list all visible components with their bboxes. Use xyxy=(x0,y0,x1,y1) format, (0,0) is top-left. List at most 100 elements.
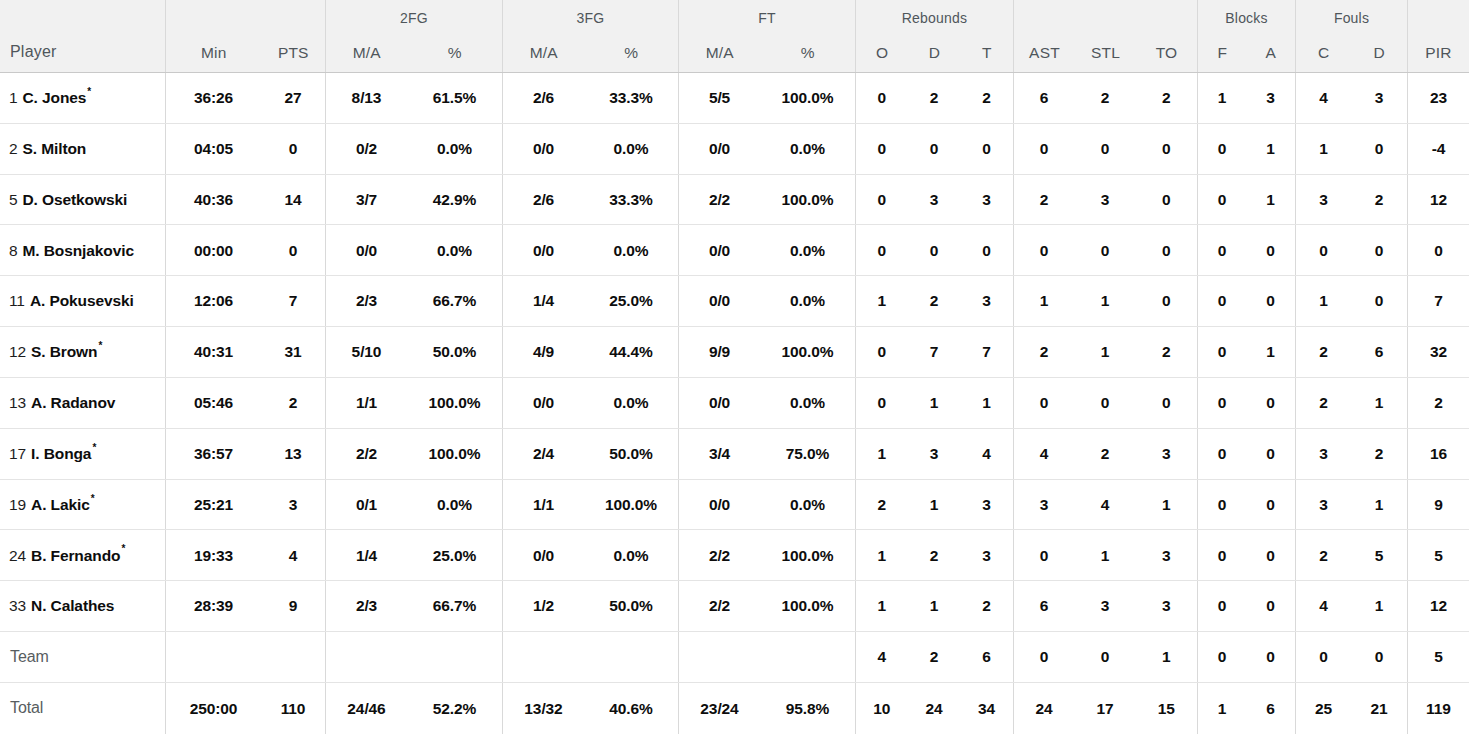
to-cell: 3 xyxy=(1136,429,1197,479)
fg3-pct-cell: 33.3% xyxy=(584,73,678,123)
foul-c-cell: 1 xyxy=(1295,124,1351,174)
pts-cell: 4 xyxy=(245,530,325,580)
foul-d-cell: 3 xyxy=(1351,73,1407,123)
player-name: Team xyxy=(10,649,49,665)
ast-cell: 3 xyxy=(1013,480,1074,530)
fg2-pct-cell xyxy=(407,632,502,682)
reb-t-cell: 0 xyxy=(960,225,1013,275)
table-row: 13A. Radanov 05:46 2 1/1 100.0% 0/0 0.0%… xyxy=(0,378,1469,429)
foul-d-cell: 1 xyxy=(1351,378,1407,428)
table-row: 2S. Milton 04:05 0 0/2 0.0% 0/0 0.0% 0/0… xyxy=(0,124,1469,175)
header-group-min-pts: Min PTS xyxy=(165,0,325,72)
player-number: 8 xyxy=(9,243,18,259)
foul-d-cell: 0 xyxy=(1351,632,1407,682)
column-header-to: TO xyxy=(1136,45,1197,61)
blk-f-cell: 0 xyxy=(1197,632,1246,682)
pts-cell: 0 xyxy=(245,124,325,174)
min-cell: 04:05 xyxy=(165,124,245,174)
table-row: Team 4 2 6 0 0 1 0 0 0 0 5 xyxy=(0,632,1469,683)
pir-cell: 0 xyxy=(1407,225,1469,275)
foul-d-cell: 21 xyxy=(1351,683,1407,734)
foul-c-cell: 3 xyxy=(1295,480,1351,530)
stl-cell: 0 xyxy=(1074,225,1135,275)
blk-a-cell: 0 xyxy=(1246,632,1295,682)
reb-d-cell: 3 xyxy=(908,175,961,225)
blk-a-cell: 1 xyxy=(1246,175,1295,225)
fg3-pct-cell xyxy=(584,632,678,682)
fg3-ma-cell: 0/0 xyxy=(502,225,584,275)
fg3-ma-cell: 0/0 xyxy=(502,124,584,174)
subheader-row: M/A % xyxy=(326,28,502,72)
table-header: Player Min PTS 2FG M/A % 3FG M/A % FT xyxy=(0,0,1469,73)
column-header-reb-t: T xyxy=(961,45,1013,61)
group-label-blocks: Blocks xyxy=(1198,0,1295,28)
pir-cell: 2 xyxy=(1407,378,1469,428)
player-number: 17 xyxy=(9,446,26,462)
to-cell: 0 xyxy=(1136,175,1197,225)
foul-d-cell: 1 xyxy=(1351,480,1407,530)
min-cell: 36:57 xyxy=(165,429,245,479)
fg2-ma-cell: 0/1 xyxy=(325,480,407,530)
subheader-row: Min PTS xyxy=(166,28,325,72)
foul-c-cell: 0 xyxy=(1295,632,1351,682)
fg3-pct-cell: 100.0% xyxy=(584,480,678,530)
fg2-pct-cell: 66.7% xyxy=(407,276,502,326)
column-header-pir: PIR xyxy=(1408,45,1469,61)
pir-cell: 7 xyxy=(1407,276,1469,326)
stl-cell: 2 xyxy=(1074,73,1135,123)
min-cell: 00:00 xyxy=(165,225,245,275)
pts-cell: 9 xyxy=(245,581,325,631)
fg2-ma-cell: 1/4 xyxy=(325,530,407,580)
player-cell: 13A. Radanov xyxy=(0,378,165,428)
stl-cell: 3 xyxy=(1074,581,1135,631)
player-cell: 2S. Milton xyxy=(0,124,165,174)
blk-a-cell: 0 xyxy=(1246,225,1295,275)
foul-d-cell: 0 xyxy=(1351,276,1407,326)
table-row: Total 250:00 110 24/46 52.2% 13/32 40.6%… xyxy=(0,683,1469,734)
column-header-2fg-ma: M/A xyxy=(326,45,408,61)
group-label-fouls: Fouls xyxy=(1296,0,1407,28)
foul-d-cell: 0 xyxy=(1351,225,1407,275)
fg3-ma-cell: 2/4 xyxy=(502,429,584,479)
ft-ma-cell: 5/5 xyxy=(678,73,760,123)
to-cell: 15 xyxy=(1136,683,1197,734)
header-group-ast-stl-to: AST STL TO xyxy=(1013,0,1197,72)
fg3-ma-cell: 1/2 xyxy=(502,581,584,631)
player-number: 12 xyxy=(9,344,26,360)
to-cell: 2 xyxy=(1136,327,1197,377)
fg2-pct-cell: 61.5% xyxy=(407,73,502,123)
player-number: 24 xyxy=(9,548,26,564)
pir-cell: 32 xyxy=(1407,327,1469,377)
reb-o-cell: 10 xyxy=(855,683,908,734)
group-label-2fg: 2FG xyxy=(326,0,502,28)
pts-cell: 0 xyxy=(245,225,325,275)
to-cell: 3 xyxy=(1136,530,1197,580)
fg2-ma-cell: 2/3 xyxy=(325,276,407,326)
table-row: 11A. Pokusevski 12:06 7 2/3 66.7% 1/4 25… xyxy=(0,276,1469,327)
subheader-row: C D xyxy=(1296,28,1407,72)
ft-pct-cell: 100.0% xyxy=(760,73,855,123)
blk-a-cell: 3 xyxy=(1246,73,1295,123)
min-cell xyxy=(165,632,245,682)
foul-c-cell: 0 xyxy=(1295,225,1351,275)
column-header-stl: STL xyxy=(1075,45,1136,61)
player-name: Total xyxy=(10,700,43,716)
player-cell: Total xyxy=(0,683,165,734)
fg3-ma-cell: 1/1 xyxy=(502,480,584,530)
table-row: 1C. Jones* 36:26 27 8/13 61.5% 2/6 33.3%… xyxy=(0,73,1469,124)
column-header-ft-pct: % xyxy=(761,45,855,61)
fg3-pct-cell: 0.0% xyxy=(584,124,678,174)
fg2-pct-cell: 66.7% xyxy=(407,581,502,631)
ast-cell: 4 xyxy=(1013,429,1074,479)
pts-cell: 7 xyxy=(245,276,325,326)
reb-t-cell: 6 xyxy=(960,632,1013,682)
ft-pct-cell: 0.0% xyxy=(760,225,855,275)
table-row: 12S. Brown* 40:31 31 5/10 50.0% 4/9 44.4… xyxy=(0,327,1469,378)
group-label-ft: FT xyxy=(679,0,855,28)
reb-d-cell: 0 xyxy=(908,225,961,275)
fg2-pct-cell: 0.0% xyxy=(407,480,502,530)
pir-cell: 119 xyxy=(1407,683,1469,734)
blk-f-cell: 1 xyxy=(1197,73,1246,123)
ast-cell: 0 xyxy=(1013,378,1074,428)
ft-ma-cell xyxy=(678,632,760,682)
